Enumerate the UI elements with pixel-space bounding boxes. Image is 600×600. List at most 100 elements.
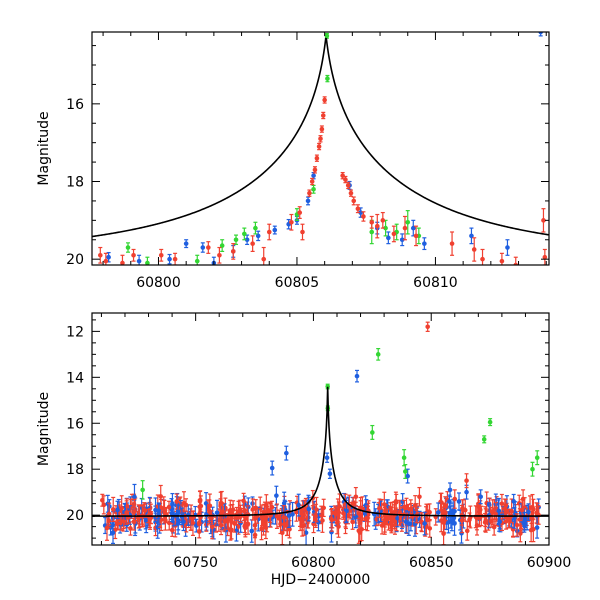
red-data-point: [289, 213, 294, 231]
data-marker: [196, 529, 202, 534]
data-marker: [497, 519, 502, 524]
data-marker: [425, 324, 430, 330]
red-data-point: [343, 175, 348, 184]
x-tick-label: 60900: [527, 555, 572, 571]
data-marker: [530, 504, 535, 510]
data-marker: [324, 455, 330, 461]
green-data-point: [219, 239, 225, 253]
data-marker: [145, 260, 150, 265]
data-marker: [380, 218, 386, 223]
data-marker: [206, 245, 211, 250]
red-data-point: [348, 189, 354, 197]
data-marker: [169, 527, 175, 533]
data-marker: [464, 528, 470, 534]
y-tick-label: 20: [66, 252, 84, 268]
data-marker: [480, 256, 485, 262]
data-marker: [312, 167, 318, 173]
data-marker: [110, 530, 116, 536]
data-marker: [476, 503, 481, 509]
green-data-point: [253, 221, 258, 235]
blue-data-point: [324, 452, 330, 463]
data-marker: [300, 229, 305, 235]
blue-data-point: [447, 482, 453, 498]
data-marker: [311, 173, 316, 178]
green-data-point: [233, 234, 239, 246]
blue-data-point: [327, 468, 333, 479]
data-marker: [464, 478, 469, 483]
data-marker: [343, 177, 348, 182]
baseline-data-point: [286, 503, 292, 529]
data-marker: [147, 516, 153, 522]
data-marker: [481, 437, 487, 442]
baseline-data-point: [390, 512, 395, 530]
data-marker: [290, 512, 295, 517]
baseline-data-point: [110, 521, 116, 544]
red-data-point: [480, 248, 485, 265]
bottom-panel: 60750 60800 60850 60900 12 14 16 18 20 Magnitude…: [36, 312, 571, 588]
red-data-point: [471, 237, 477, 262]
data-marker: [329, 517, 335, 523]
data-marker: [166, 504, 172, 510]
red-data-point: [380, 211, 386, 229]
data-marker: [369, 219, 375, 225]
red-data-point: [464, 473, 469, 489]
x-tick-label: 60810: [413, 275, 458, 291]
data-marker: [402, 504, 407, 510]
baseline-data-point: [196, 524, 202, 539]
blue-data-point: [422, 237, 427, 251]
red-data-point: [499, 493, 505, 514]
baseline-data-point: [183, 498, 189, 512]
x-tick-label: 60750: [173, 555, 218, 571]
green-data-point: [294, 208, 300, 221]
red-data-point: [217, 246, 222, 264]
green-data-point: [401, 449, 407, 467]
data-marker: [218, 501, 223, 507]
blue-data-point: [505, 239, 510, 256]
bottom-axis-ticks: 60750 60800 60850 60900 12 14 16 18 20: [66, 313, 571, 571]
y-tick-label: 20: [66, 508, 84, 524]
baseline-data-point: [100, 493, 105, 507]
data-marker: [386, 235, 391, 241]
baseline-data-point: [316, 513, 321, 532]
data-marker: [269, 504, 275, 510]
red-data-point: [300, 223, 305, 241]
y-tick-label: 12: [66, 324, 84, 340]
baseline-data-point: [336, 501, 342, 524]
baseline-data-point: [526, 503, 531, 521]
baseline-data-point: [514, 513, 520, 537]
blue-data-point: [478, 489, 483, 505]
blue-data-point: [410, 219, 416, 237]
data-marker: [287, 526, 292, 532]
blue-data-point: [284, 445, 289, 461]
data-marker: [336, 524, 341, 529]
baseline-data-point: [162, 499, 167, 524]
data-marker: [417, 494, 422, 500]
baseline-data-point: [464, 521, 470, 541]
green-data-point: [325, 74, 330, 83]
data-marker: [397, 510, 402, 516]
data-marker: [530, 466, 535, 472]
data-marker: [167, 256, 172, 262]
data-marker: [405, 473, 410, 479]
baseline-data-point: [397, 499, 402, 526]
green-data-point: [125, 242, 131, 253]
data-marker: [297, 210, 303, 215]
red-data-point: [413, 225, 419, 247]
red-data-point: [425, 321, 430, 332]
data-marker: [449, 519, 455, 525]
data-marker: [447, 487, 453, 493]
data-marker: [399, 237, 405, 243]
baseline-data-point: [169, 504, 175, 523]
data-marker: [355, 206, 361, 211]
data-marker: [114, 521, 120, 527]
baseline-data-point: [147, 508, 153, 530]
data-marker: [520, 496, 526, 502]
blue-data-point: [354, 369, 360, 383]
green-data-point: [370, 424, 375, 440]
data-marker: [132, 508, 137, 514]
data-marker: [383, 515, 389, 521]
blue-data-point: [136, 254, 142, 265]
data-marker: [136, 258, 142, 264]
data-marker: [194, 258, 200, 264]
red-data-point: [316, 142, 322, 151]
